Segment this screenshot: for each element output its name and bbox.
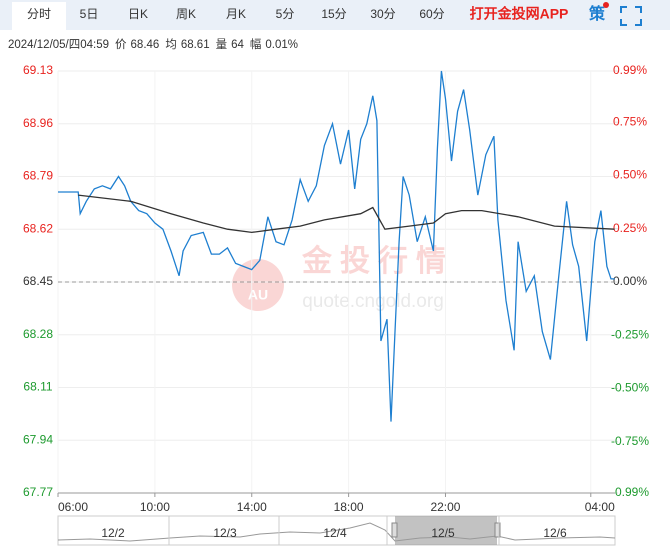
x-tick-label: 06:00	[58, 500, 88, 514]
y-tick-label: 68.96	[23, 116, 53, 130]
tab[interactable]: 60分	[419, 7, 444, 21]
fullscreen-icon[interactable]	[620, 6, 642, 26]
navigator-selection[interactable]	[395, 516, 497, 545]
navigator-date: 12/4	[323, 526, 347, 540]
y-tick-label: 68.45	[23, 274, 53, 288]
badge-dot	[603, 2, 609, 8]
volume-label: 量	[216, 38, 228, 51]
x-tick-label: 14:00	[237, 500, 267, 514]
tab[interactable]: 分时	[27, 7, 51, 21]
y2-tick-label: 0.50%	[613, 168, 647, 182]
tab[interactable]: 5日	[80, 7, 99, 21]
y2-tick-label: -0.75%	[611, 434, 649, 448]
y-tick-label: 68.28	[23, 327, 53, 341]
app-link[interactable]: 打开金投网APP	[470, 6, 569, 22]
navigator-handle[interactable]	[494, 522, 501, 538]
avg: 68.61	[181, 39, 210, 51]
info-line: 2024/12/05/四04:59 价 68.46 均 68.61 量 64 幅 0.01%	[8, 38, 298, 51]
change: 0.01%	[265, 39, 298, 51]
navigator-handle[interactable]	[391, 522, 398, 538]
y2-tick-label: 0.75%	[613, 114, 647, 128]
tab[interactable]: 月K	[226, 7, 246, 21]
watermark-url: quote.cngold.org	[302, 291, 444, 312]
tab[interactable]: 日K	[128, 7, 148, 21]
y-tick-label: 68.79	[23, 169, 53, 183]
tab[interactable]: 5分	[276, 7, 295, 21]
x-tick-label: 22:00	[430, 500, 460, 514]
y-tick-label: 68.62	[23, 221, 53, 235]
y2-tick-label: 0.25%	[613, 221, 647, 235]
tab[interactable]: 15分	[321, 7, 346, 21]
y2-tick-label: 0.00%	[613, 274, 647, 288]
y2-tick-label: -0.99%	[611, 485, 649, 499]
navigator-date: 12/6	[543, 526, 567, 540]
tab[interactable]: 周K	[176, 7, 196, 21]
tab-selected-bg	[12, 2, 66, 30]
navigator-date: 12/5	[431, 526, 455, 540]
series-line	[58, 70, 615, 422]
series-line	[78, 194, 615, 234]
avg-label: 均	[165, 38, 177, 51]
navigator-date: 12/3	[213, 526, 237, 540]
strategy-icon[interactable]: 策	[588, 4, 606, 23]
y-tick-label: 69.13	[23, 63, 53, 77]
y2-tick-label: -0.50%	[611, 381, 649, 395]
x-tick-label: 10:00	[140, 500, 170, 514]
y2-tick-label: -0.25%	[611, 327, 649, 341]
watermark-logo-text: AU	[248, 287, 268, 303]
watermark-logo	[232, 259, 284, 311]
price-label: 价	[115, 38, 127, 51]
volume: 64	[231, 39, 244, 51]
y-tick-label: 67.77	[23, 485, 53, 499]
x-tick-label: 18:00	[334, 500, 364, 514]
tab[interactable]: 30分	[370, 7, 395, 21]
y-tick-label: 68.11	[23, 380, 52, 394]
price: 68.46	[131, 39, 160, 51]
navigator-date: 12/2	[101, 526, 125, 540]
datetime: 2024/12/05/四04:59	[8, 39, 109, 51]
change-label: 幅	[250, 38, 262, 51]
watermark: AU 金投行情 quote.cngold.org	[232, 244, 454, 312]
y2-tick-label: 0.99%	[613, 63, 647, 77]
tab-bar	[0, 0, 670, 30]
navigator-line	[57, 522, 616, 542]
watermark-name: 金投行情	[301, 244, 454, 278]
y-tick-label: 67.94	[23, 432, 53, 446]
x-tick-label: 04:00	[585, 500, 615, 514]
